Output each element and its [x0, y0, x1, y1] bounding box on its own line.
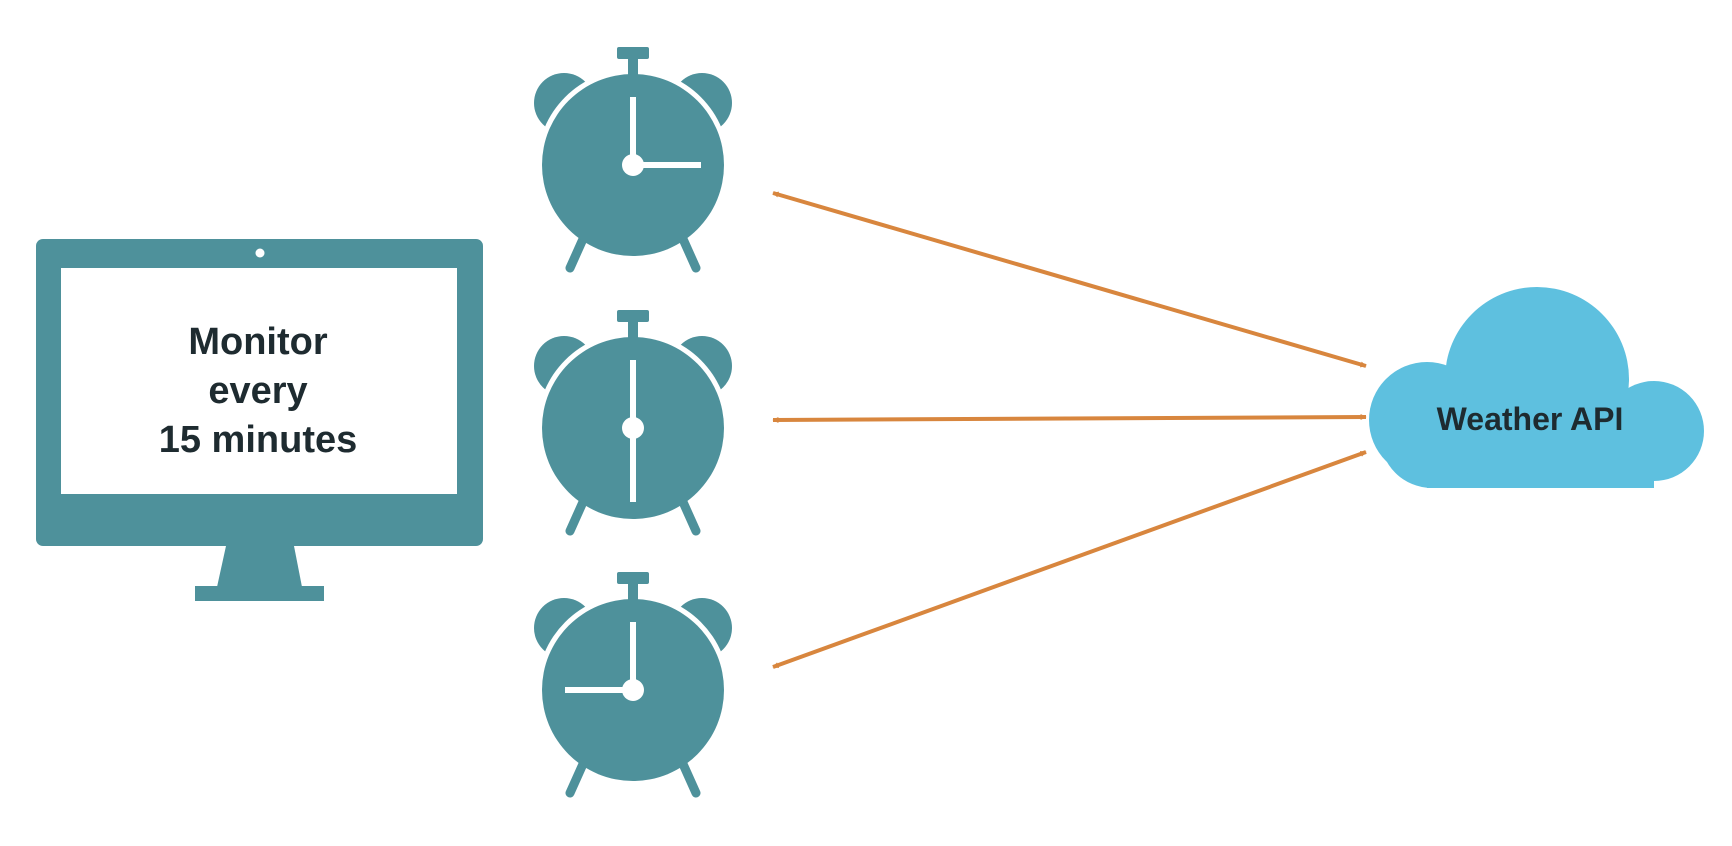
monitor-label-line-3: 15 minutes — [158, 419, 358, 461]
monitor-label: Monitor every 15 minutes — [61, 318, 455, 465]
clock-center — [622, 417, 644, 439]
clock-center — [622, 154, 644, 176]
alarm-clock-6-icon — [534, 310, 732, 531]
monitor-base — [195, 586, 324, 601]
arrow-clock3-to-api — [772, 191, 1367, 368]
monitor-stand — [217, 546, 302, 587]
monitor-label-line-2: every — [208, 370, 308, 412]
alarm-clock-9-icon — [534, 572, 732, 793]
cloud-icon — [1369, 287, 1704, 488]
weather-api-label: Weather API — [1436, 401, 1624, 437]
monitor-icon — [36, 239, 483, 601]
alarm-clock-3-icon — [534, 47, 732, 268]
monitor-label-line-1: Monitor — [188, 321, 328, 363]
arrow-clock6-to-api — [772, 414, 1367, 423]
clock-center — [622, 679, 644, 701]
arrow-clock9-to-api — [772, 450, 1367, 669]
webcam-dot — [255, 248, 265, 258]
